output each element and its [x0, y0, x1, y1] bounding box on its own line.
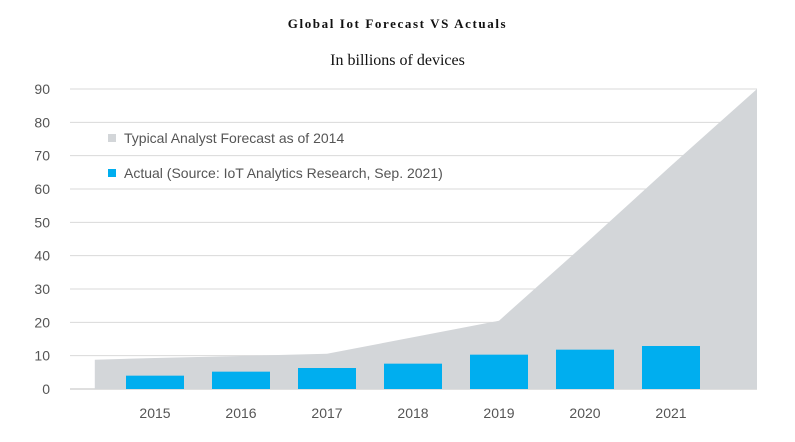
chart-title: Global Iot Forecast VS Actuals [287, 16, 508, 31]
y-tick-label: 90 [34, 81, 50, 97]
y-tick-label: 80 [34, 114, 50, 130]
x-axis-ticks: 2015 2016 2017 2018 2019 2020 2021 [139, 405, 686, 421]
actual-bar [556, 349, 614, 389]
y-tick-label: 30 [34, 281, 50, 297]
chart-subtitle: In billions of devices [330, 52, 465, 69]
legend-label-forecast: Typical Analyst Forecast as of 2014 [124, 130, 344, 146]
legend-swatch-actual [108, 169, 116, 177]
y-tick-label: 70 [34, 148, 50, 164]
actual-bar [126, 375, 184, 389]
legend: Typical Analyst Forecast as of 2014 Actu… [108, 130, 443, 181]
x-tick-label: 2017 [311, 405, 342, 421]
y-tick-label: 0 [42, 381, 50, 397]
x-tick-label: 2018 [397, 405, 428, 421]
legend-swatch-forecast [108, 134, 116, 142]
actual-bar [384, 363, 442, 389]
x-tick-label: 2021 [655, 405, 686, 421]
forecast-area [94, 89, 758, 389]
y-tick-label: 10 [34, 348, 50, 364]
legend-label-actual: Actual (Source: IoT Analytics Research, … [124, 165, 443, 181]
x-tick-label: 2019 [483, 405, 514, 421]
y-tick-label: 50 [34, 214, 50, 230]
actual-bar [212, 371, 270, 389]
x-tick-label: 2016 [225, 405, 256, 421]
actual-bar [642, 346, 700, 389]
y-axis-ticks: 0 10 20 30 40 50 60 70 80 90 [34, 81, 50, 397]
y-tick-label: 60 [34, 181, 50, 197]
x-tick-label: 2020 [569, 405, 600, 421]
forecast-area-layer [94, 89, 758, 389]
actual-bar [470, 354, 528, 389]
y-tick-label: 20 [34, 314, 50, 330]
actual-bar [298, 368, 356, 389]
actual-bars-layer [126, 346, 700, 389]
y-tick-label: 40 [34, 248, 50, 264]
x-tick-label: 2015 [139, 405, 170, 421]
